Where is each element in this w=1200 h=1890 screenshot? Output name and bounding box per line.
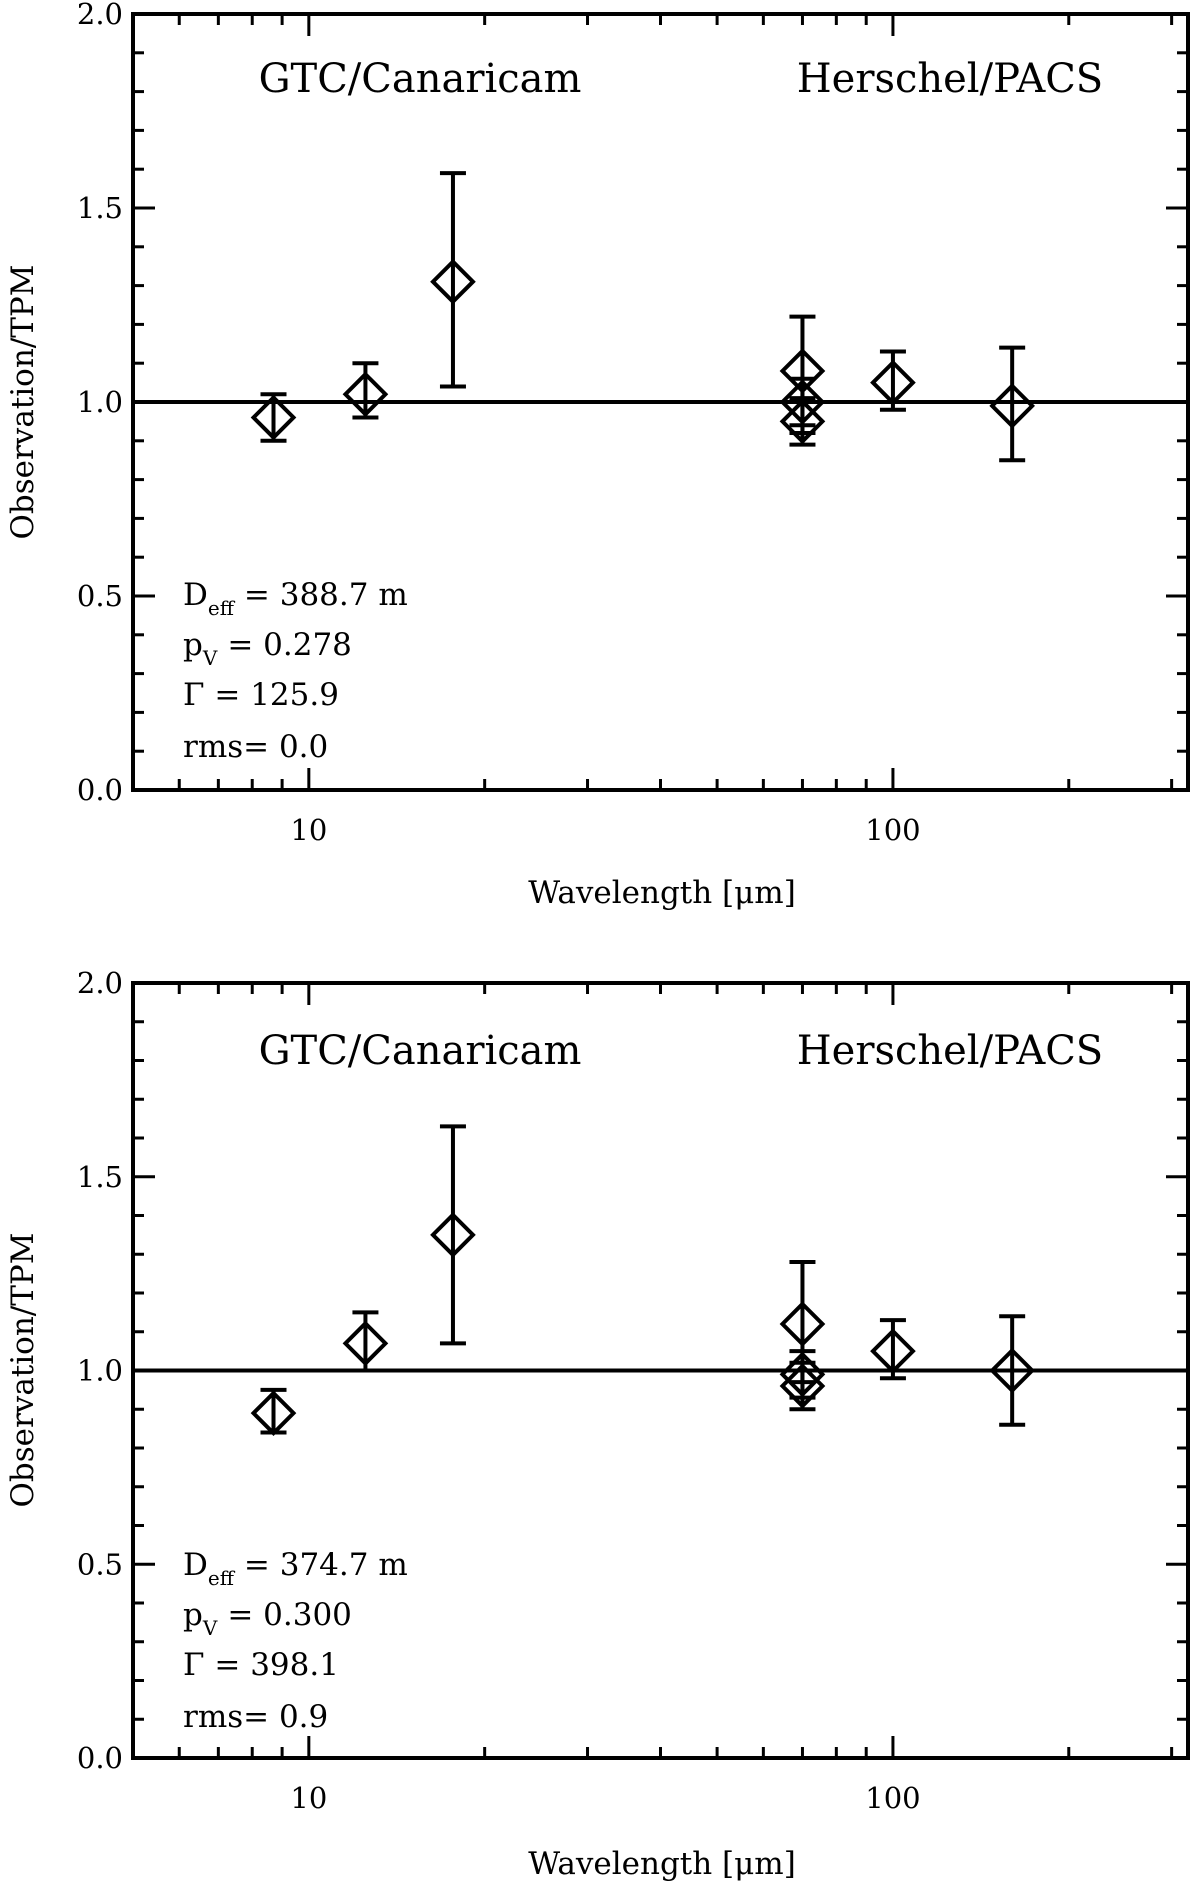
param-p-v: pV = 0.300 xyxy=(183,1597,352,1640)
y-axis-label: Observation/TPM xyxy=(5,1232,41,1507)
data-point xyxy=(870,1318,916,1381)
data-point xyxy=(250,1387,297,1436)
diamond-marker xyxy=(779,1363,826,1409)
param-gamma: Γ = 398.1 xyxy=(183,1647,339,1683)
annotation-gtc: GTC/Canaricam xyxy=(259,56,582,102)
param-box: Deff = 374.7 m pV = 0.300 Γ = 398.1 rms= 0… xyxy=(183,1547,408,1735)
param-d-eff: Deff = 374.7 m xyxy=(183,1547,408,1590)
diamond-marker xyxy=(870,1328,916,1374)
diamond-marker xyxy=(779,398,826,445)
data-point xyxy=(342,361,389,420)
y-tick-label: 0.5 xyxy=(77,579,123,613)
x-axis-label: Wavelength [μm] xyxy=(528,875,796,911)
data-point xyxy=(870,349,916,412)
param-d-eff: Deff = 388.7 m xyxy=(183,577,408,620)
data-point xyxy=(250,392,297,443)
data-point xyxy=(430,171,476,389)
data-point xyxy=(342,1310,389,1373)
y-axis-label: Observation/TPM xyxy=(5,264,41,539)
x-tick-label: 100 xyxy=(865,813,920,847)
data-point xyxy=(779,396,826,447)
y-tick-label: 1.0 xyxy=(77,385,123,419)
panel-bottom: GTC/Canaricam Herschel/PACS Deff = 374.7 … xyxy=(5,966,1190,1882)
data-point xyxy=(989,345,1035,463)
y-tick-label: 2.0 xyxy=(77,0,123,31)
annotation-gtc: GTC/Canaricam xyxy=(259,1028,582,1074)
y-tick-label: 1.0 xyxy=(77,1354,123,1388)
diamond-marker xyxy=(430,1212,476,1258)
data-point xyxy=(430,1124,476,1346)
x-tick-label: 100 xyxy=(865,1781,920,1815)
param-rms: rms= 0.9 xyxy=(183,1699,328,1735)
annotation-herschel: Herschel/PACS xyxy=(797,1028,1103,1074)
data-point xyxy=(989,1314,1035,1427)
annotation-herschel: Herschel/PACS xyxy=(797,56,1103,102)
param-rms: rms= 0.0 xyxy=(183,729,328,765)
diamond-marker xyxy=(870,359,916,406)
diamond-marker xyxy=(250,1390,297,1436)
y-tick-label: 0.0 xyxy=(77,773,123,807)
diamond-marker xyxy=(430,258,476,305)
x-axis-label: Wavelength [μm] xyxy=(528,1846,796,1882)
data-point xyxy=(779,1360,826,1412)
param-p-v: pV = 0.278 xyxy=(183,627,352,670)
diamond-marker xyxy=(989,1347,1035,1394)
x-tick-label: 10 xyxy=(290,813,327,847)
y-tick-label: 2.0 xyxy=(77,966,123,1000)
x-tick-label: 10 xyxy=(290,1781,327,1815)
panel-top: GTC/Canaricam Herschel/PACS Deff = 388.7 … xyxy=(5,0,1190,911)
data-points xyxy=(250,1124,1035,1436)
param-gamma: Γ = 125.9 xyxy=(183,677,339,713)
diamond-marker xyxy=(250,394,297,441)
data-points xyxy=(250,171,1035,463)
param-box: Deff = 388.7 m pV = 0.278 Γ = 125.9 rms= 0… xyxy=(183,577,408,765)
annotations: GTC/Canaricam Herschel/PACS xyxy=(259,56,1104,102)
y-tick-label: 0.0 xyxy=(77,1741,123,1775)
axes: 0.0 0.5 1.0 1.5 2.0 10 100 xyxy=(77,0,1190,847)
diamond-marker xyxy=(342,1320,389,1367)
diamond-marker xyxy=(989,383,1035,429)
y-tick-label: 1.5 xyxy=(77,1160,123,1194)
annotations: GTC/Canaricam Herschel/PACS xyxy=(259,1028,1104,1074)
diamond-marker xyxy=(779,1301,826,1347)
y-tick-label: 1.5 xyxy=(77,191,123,225)
axes: 0.0 0.5 1.0 1.5 2.0 10 100 xyxy=(77,966,1190,1815)
diamond-marker xyxy=(342,371,389,418)
y-tick-label: 0.5 xyxy=(77,1547,123,1581)
